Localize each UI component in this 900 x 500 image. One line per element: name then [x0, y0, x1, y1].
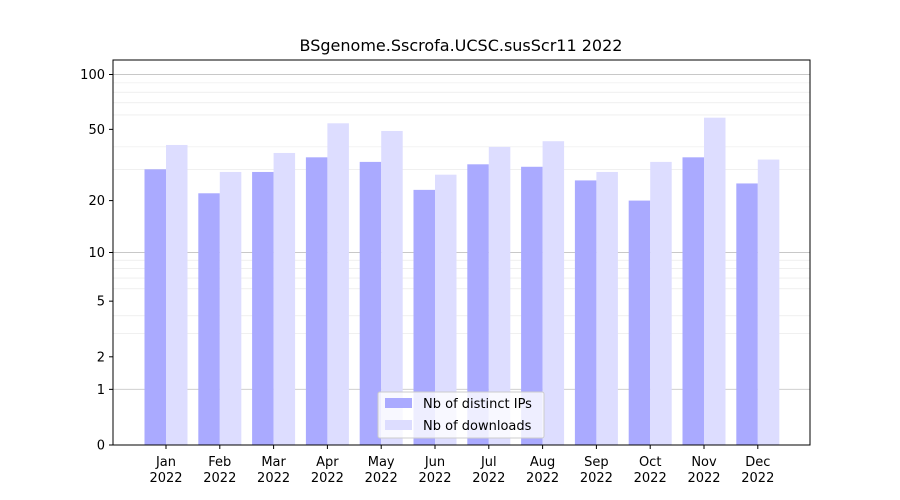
bars: [144, 117, 780, 446]
x-tick-label-month: Jul: [480, 455, 497, 470]
legend: Nb of distinct IPs Nb of downloads: [377, 391, 545, 439]
x-tick-label-year: 2022: [687, 471, 720, 486]
x-axis: Jan2022Feb2022Mar2022Apr2022May2022Jun20…: [149, 445, 774, 486]
bar-downloads: [542, 141, 565, 446]
bar-distinct-ips: [628, 200, 651, 445]
y-tick-label: 100: [80, 68, 105, 83]
x-tick-label-month: Apr: [316, 455, 339, 470]
bar-distinct-ips: [413, 189, 435, 445]
bar-downloads: [273, 152, 296, 445]
bar-downloads: [488, 146, 511, 445]
x-tick-label-year: 2022: [741, 471, 774, 486]
x-tick-label-year: 2022: [418, 471, 451, 486]
bar-distinct-ips: [359, 161, 382, 445]
bar-downloads: [596, 171, 618, 445]
x-tick-label-month: Dec: [745, 455, 770, 470]
y-tick-label: 50: [88, 123, 105, 138]
x-tick-label-month: Nov: [691, 455, 717, 470]
bar-distinct-ips: [574, 180, 597, 446]
y-tick-label: 0: [97, 439, 105, 454]
bar-downloads: [757, 159, 780, 445]
x-tick-label-year: 2022: [203, 471, 236, 486]
bar-distinct-ips: [198, 193, 220, 445]
x-tick-label-month: Sep: [584, 455, 609, 470]
bar-downloads: [381, 130, 403, 445]
bar-distinct-ips: [521, 166, 543, 446]
x-tick-label-month: Mar: [261, 455, 286, 470]
bar-downloads: [704, 117, 726, 445]
x-tick-label-year: 2022: [257, 471, 290, 486]
y-tick-label: 20: [88, 194, 105, 209]
x-tick-label-month: Feb: [208, 455, 231, 470]
x-tick-label-year: 2022: [472, 471, 505, 486]
bar-downloads: [435, 174, 457, 446]
bar-distinct-ips: [682, 157, 704, 445]
legend-box: [377, 391, 545, 439]
bar-downloads: [166, 144, 188, 445]
y-tick-label: 5: [97, 295, 105, 310]
bar-distinct-ips: [467, 164, 489, 445]
y-tick-label: 2: [97, 350, 105, 365]
y-axis: 0 1 2 5 10 20 50 100: [80, 68, 113, 454]
y-tick-label: 10: [88, 246, 105, 261]
bar-distinct-ips: [144, 169, 166, 445]
y-tick-label: 1: [97, 383, 105, 398]
x-tick-label-year: 2022: [365, 471, 398, 486]
x-tick-label-year: 2022: [580, 471, 613, 486]
legend-swatch-downloads: [385, 420, 412, 430]
x-tick-label-year: 2022: [526, 471, 559, 486]
bar-distinct-ips: [252, 171, 274, 445]
chart-title: BSgenome.Sscrofa.UCSC.susScr11 2022: [300, 36, 623, 55]
x-tick-label-month: Jun: [424, 455, 445, 470]
legend-label-downloads: Nb of downloads: [423, 419, 532, 434]
x-tick-label-year: 2022: [634, 471, 667, 486]
x-tick-label-month: Aug: [530, 455, 555, 470]
x-tick-label-month: Jan: [155, 455, 176, 470]
x-tick-label-month: Oct: [639, 455, 661, 470]
bar-downloads: [650, 161, 672, 445]
bar-downloads: [327, 123, 349, 445]
bar-distinct-ips: [736, 183, 758, 445]
bar-distinct-ips: [305, 157, 328, 445]
x-tick-label-month: May: [368, 455, 395, 470]
bar-downloads: [219, 171, 242, 445]
x-tick-label-year: 2022: [149, 471, 182, 486]
legend-swatch-distinct-ips: [385, 398, 412, 408]
legend-label-distinct-ips: Nb of distinct IPs: [423, 397, 532, 412]
x-tick-label-year: 2022: [311, 471, 344, 486]
